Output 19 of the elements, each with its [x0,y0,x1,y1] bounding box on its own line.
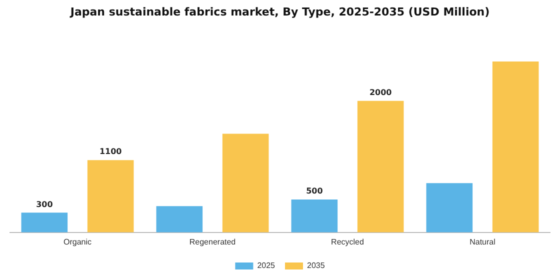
x-tick-label: Natural [470,237,496,246]
x-tick-label: Regenerated [189,237,236,246]
bar [87,160,134,232]
chart-title: Japan sustainable fabrics market, By Type, 2025-2035 (USD Million) [69,5,490,18]
data-label: 1100 [99,147,122,156]
bar [426,183,473,232]
data-label: 500 [306,186,324,196]
bar [357,100,404,232]
bar [222,134,269,232]
data-label: 2000 [369,88,392,98]
data-label: 300 [36,200,54,209]
bar [156,206,203,232]
bar [21,212,68,232]
x-tick-label: Recycled [331,237,364,246]
legend-label: 2035 [307,261,326,270]
bar [291,200,338,232]
bar [492,61,539,232]
x-tick-label: Organic [63,237,92,246]
legend-label: 2025 [257,261,276,270]
